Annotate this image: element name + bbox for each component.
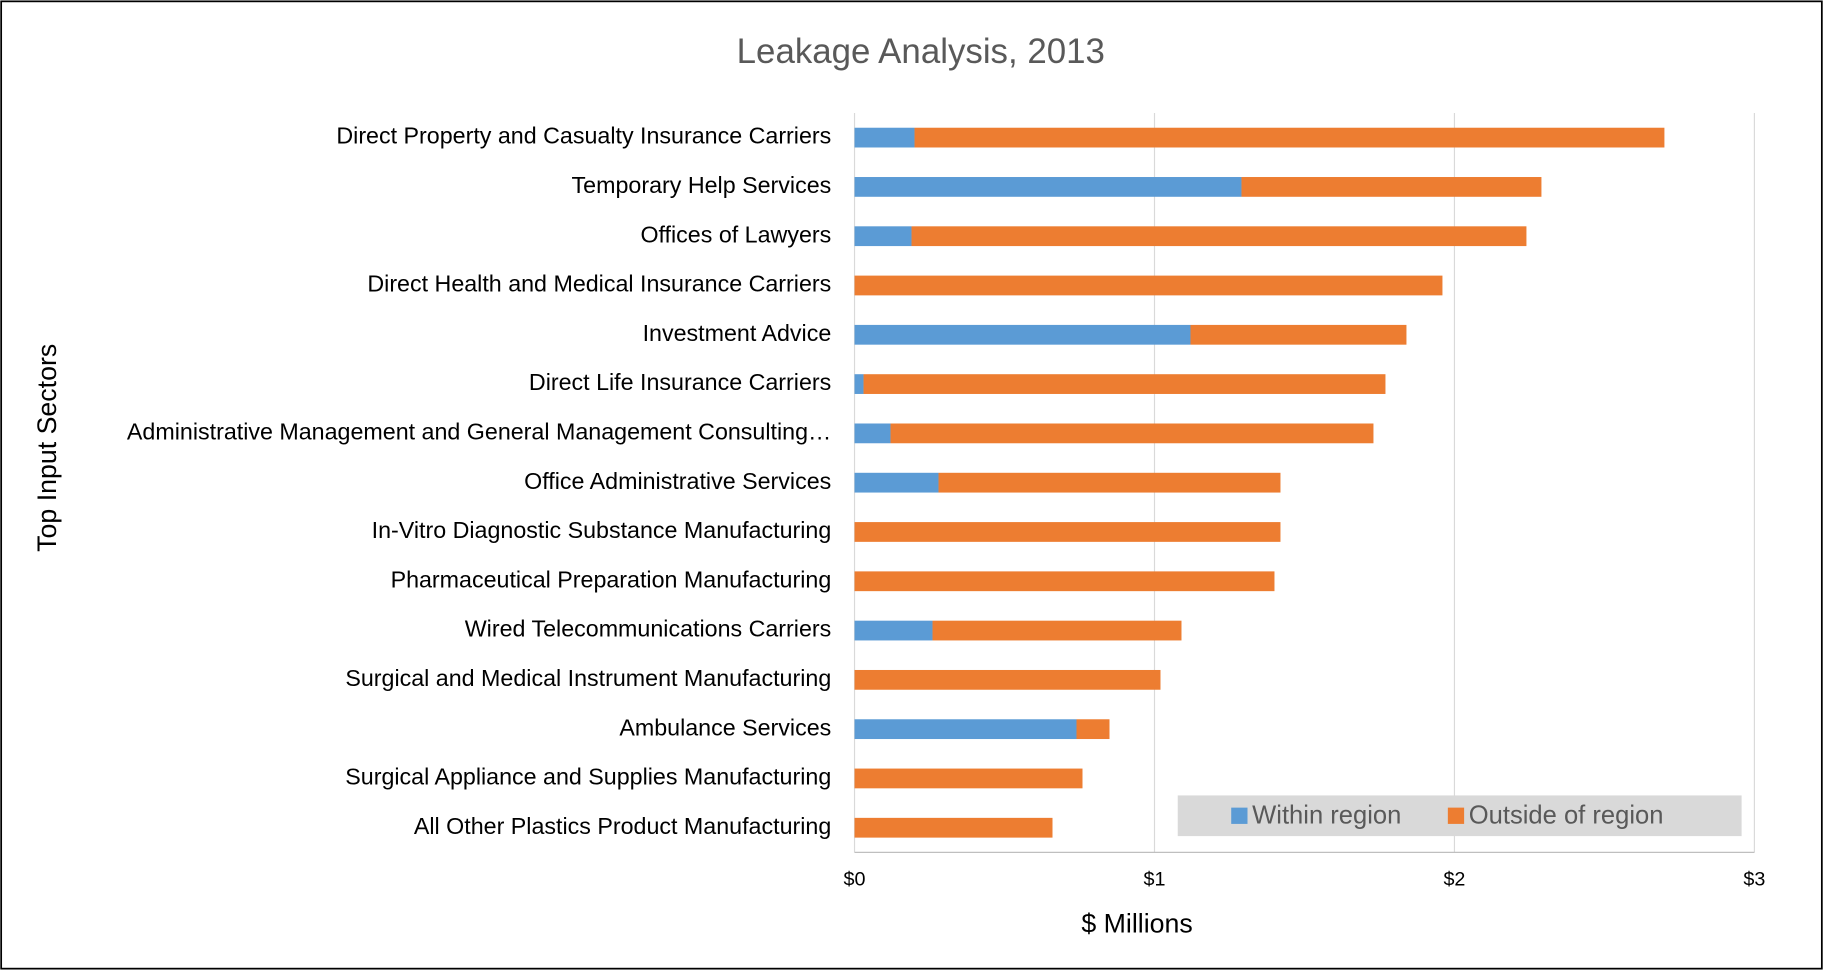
y-tick-label: In-Vitro Diagnostic Substance Manufactur… [372,517,832,543]
legend-label: Outside of region [1469,802,1664,830]
y-tick-label: Direct Health and Medical Insurance Carr… [367,271,831,297]
bar-segment [854,374,864,394]
x-tick-label: $1 [1144,869,1166,891]
bar-segment [854,275,1443,296]
y-tick-label: Direct Life Insurance Carriers [529,369,831,395]
bar-segment [854,620,933,641]
bar-segment [1241,177,1542,197]
y-tick-label: Offices of Lawyers [640,221,831,247]
legend-swatch [1231,807,1248,824]
chart-title: Leakage Analysis, 2013 [737,32,1105,71]
x-tick-label: $0 [844,869,866,891]
x-tick-label: $3 [1743,869,1765,891]
bar-segment [911,226,1527,247]
bar-segment [854,127,915,148]
bar-segment [854,817,1053,838]
y-tick-label: Investment Advice [643,320,832,346]
bar-segment [863,374,1386,394]
bar-segment [854,571,1275,592]
bar-segment [854,177,1242,197]
x-axis-label: $ Millions [1081,909,1192,939]
bar-segment [854,768,1083,789]
y-tick-label: All Other Plastics Product Manufacturing [414,813,831,839]
y-axis-label: Top Input Sectors [32,344,62,552]
y-tick-label: Temporary Help Services [572,172,832,198]
bar-segment [854,472,939,493]
y-tick-label: Ambulance Services [619,714,831,740]
bar-segment [938,472,1281,493]
y-tick-label: Office Administrative Services [524,468,831,494]
bar-segment [854,669,1161,690]
bar-segment [1190,324,1407,345]
bars: Direct Property and Casualty Insurance C… [127,123,1755,853]
y-tick-label: Wired Telecommunications Carriers [465,616,832,642]
bar-segment [914,127,1665,148]
bar-segment [854,226,912,247]
y-tick-label: Pharmaceutical Preparation Manufacturing [391,566,832,592]
bar-segment [932,620,1182,641]
y-tick-label: Direct Property and Casualty Insurance C… [336,123,831,149]
legend-swatch [1447,807,1465,824]
legend: Within region Outside of region [1177,795,1742,837]
legend-label: Within region [1252,802,1401,830]
bar-segment [1076,719,1110,740]
bar-segment [890,423,1374,444]
y-tick-label: Surgical Appliance and Supplies Manufact… [345,764,831,790]
bar-segment [854,719,1077,740]
bar-segment [854,324,1191,345]
y-tick-label: Surgical and Medical Instrument Manufact… [345,665,831,691]
x-tick-label: $2 [1443,869,1465,891]
y-tick-label: Administrative Management and General Ma… [127,419,831,445]
bar-segment [854,522,1281,542]
bar-segment [854,423,891,444]
